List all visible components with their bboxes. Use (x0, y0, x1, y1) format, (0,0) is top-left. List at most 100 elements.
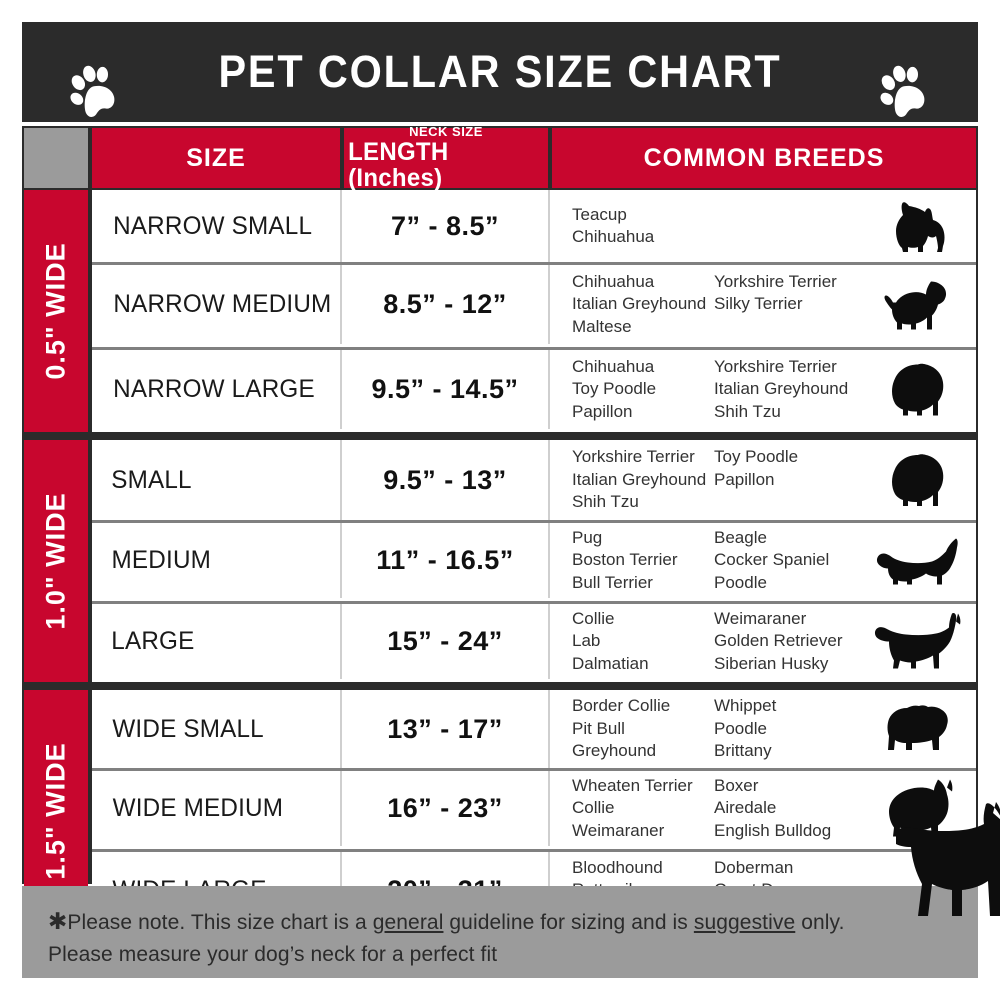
cell-common-breeds: Wheaten Terrier Collie Weimaraner Boxer Aire… (548, 771, 976, 846)
cell-common-breeds: Pug Boston Terrier Bull Terrier Beagle Cocke… (548, 523, 976, 598)
breed-column-2 (714, 204, 864, 249)
size-label: SMALL (111, 465, 192, 494)
breed-column-2: Yorkshire Terrier Silky Terrier (714, 271, 864, 338)
breed-item: Chihuahua (572, 271, 655, 291)
cell-neck-length: 9.5” - 13” (340, 440, 548, 520)
table-row[interactable]: MEDIUM 11” - 16.5” Pug Boston Terrier Bull T… (92, 520, 976, 598)
footer-line-2: Please measure your dog’s neck for a per… (48, 942, 498, 966)
breed-item: Brittany (714, 741, 772, 761)
footer-text-b: guideline for sizing and is (443, 911, 694, 934)
breed-item: Italian Greyhound (714, 379, 849, 399)
cell-neck-length: 7” - 8.5” (340, 190, 548, 262)
column-header-length: NECK SIZE LENGTH (Inches) (344, 123, 548, 191)
size-label: WIDE SMALL (112, 714, 264, 743)
group-label-1: 0.5" WIDE (24, 190, 88, 432)
breed-item: Bloodhound (572, 857, 663, 877)
cell-size: MEDIUM (92, 523, 340, 598)
size-table: SIZE NECK SIZE LENGTH (Inches) COMMON BR… (22, 123, 978, 932)
size-label: NARROW SMALL (113, 211, 313, 240)
breed-item: Maltese (572, 316, 632, 336)
breed-item: Toy Poodle (572, 379, 657, 399)
table-corner-cell (24, 128, 88, 188)
breed-item: Italian Greyhound (572, 294, 707, 314)
column-header-neck-size-sup: NECK SIZE (409, 123, 483, 139)
column-header-size: SIZE (92, 128, 340, 188)
breed-item: Poodle (714, 572, 767, 592)
footer-text-a: Please note. This size chart is a (67, 911, 373, 934)
asterisk-icon: ✱ (48, 908, 68, 934)
breed-item: Pit Bull (572, 718, 625, 738)
breed-item: Beagle (714, 527, 767, 547)
breed-item: Shih Tzu (572, 492, 639, 512)
page-title: PET COLLAR SIZE CHART (218, 46, 782, 97)
breed-column-1: Collie Lab Dalmatian (572, 608, 714, 675)
breed-column-2: Toy Poodle Papillon (714, 446, 864, 513)
breed-item: Shih Tzu (714, 401, 781, 421)
breed-item: Chihuahua (572, 356, 655, 376)
column-header-length-label: LENGTH (Inches) (348, 137, 449, 192)
cell-neck-length: 15” - 24” (340, 604, 548, 679)
cell-neck-length: 13” - 17” (340, 690, 548, 768)
breed-item: Siberian Husky (714, 653, 829, 673)
paw-print-icon (70, 65, 115, 117)
breed-item: Chihuahua (572, 227, 655, 246)
table-row[interactable]: SMALL 9.5” - 13” Yorkshire Terrier Italian … (92, 440, 976, 520)
breed-item: Boston Terrier (572, 550, 678, 570)
group-label-text: 0.5" WIDE (40, 242, 71, 380)
breed-item: Airedale (714, 798, 777, 818)
cell-neck-length: 8.5” - 12” (340, 265, 548, 344)
cell-common-breeds: Yorkshire Terrier Italian Greyhound Shih T… (548, 440, 976, 520)
breed-item: Dalmatian (572, 653, 649, 673)
breed-column-2: Beagle Cocker Spaniel Poodle (714, 527, 864, 594)
breed-item: Papillon (572, 401, 633, 421)
cell-common-breeds: Chihuahua Toy Poodle Papillon Yorkshire Ter… (548, 350, 976, 429)
breed-item: Yorkshire Terrier (714, 271, 837, 291)
cell-size: NARROW MEDIUM (92, 265, 340, 344)
breed-item: Italian Greyhound (572, 469, 707, 489)
breed-column-2: Yorkshire Terrier Italian Greyhound Shih T… (714, 356, 864, 423)
table-row[interactable]: NARROW MEDIUM 8.5” - 12” Chihuahua Italian … (92, 262, 976, 344)
breed-item: Papillon (714, 469, 775, 489)
size-label: MEDIUM (111, 546, 212, 574)
breed-column-1: Chihuahua Italian Greyhound Maltese (572, 271, 714, 338)
table-row[interactable]: WIDE SMALL 13” - 17” Border Collie Pit Bull… (92, 690, 976, 768)
breed-item: Pug (572, 527, 603, 547)
breed-item: Cocker Spaniel (714, 550, 830, 570)
breed-item: Wheaten Terrier (572, 775, 693, 795)
breed-item: Collie (572, 798, 615, 818)
paw-print-icon (880, 65, 925, 117)
cell-size: LARGE (92, 604, 340, 679)
column-header-breeds-label: COMMON BREEDS (643, 143, 885, 172)
cell-common-breeds: Teacup Chihuahua (548, 190, 976, 262)
table-row[interactable]: WIDE MEDIUM 16” - 23” Wheaten Terrier Colli… (92, 768, 976, 846)
cell-common-breeds: Chihuahua Italian Greyhound Maltese Yorkshi… (548, 265, 976, 344)
group-separator (22, 682, 978, 690)
group-label-text: 1.0" WIDE (40, 492, 71, 630)
breed-item: Yorkshire Terrier (572, 447, 695, 467)
table-row[interactable]: LARGE 15” - 24” Collie Lab Dalmatian Weimaran… (92, 601, 976, 679)
cell-size: WIDE SMALL (92, 690, 340, 768)
cell-neck-length: 9.5” - 14.5” (340, 350, 548, 429)
footer-note: ✱Please note. This size chart is a gener… (22, 886, 978, 978)
cell-common-breeds: Border Collie Pit Bull Greyhound Whippet Poo… (548, 690, 976, 768)
cell-neck-length: 16” - 23” (340, 771, 548, 846)
breed-item: Whippet (714, 696, 777, 716)
breed-column-2: Boxer Airedale English Bulldog (714, 775, 864, 842)
footer-underline-suggestive: suggestive (693, 911, 796, 934)
breed-column-2: Weimaraner Golden Retriever Siberian Husky (714, 608, 864, 675)
size-label: NARROW MEDIUM (113, 290, 332, 318)
breed-item: Collie (572, 608, 615, 628)
breed-item: Border Collie (572, 696, 671, 716)
breed-item: Golden Retriever (714, 631, 843, 651)
breed-item: Doberman (714, 857, 794, 877)
group-body-2: SMALL 9.5” - 13” Yorkshire Terrier Italian … (92, 440, 976, 682)
breed-item: Weimaraner (714, 608, 807, 628)
footer-underline-general: general (372, 911, 444, 934)
breed-column-1: Chihuahua Toy Poodle Papillon (572, 356, 714, 423)
group-separator (22, 432, 978, 440)
table-row[interactable]: NARROW LARGE 9.5” - 14.5” Chihuahua Toy Poo… (92, 347, 976, 429)
chart-header-banner: PET COLLAR SIZE CHART (22, 22, 978, 122)
table-row[interactable]: NARROW SMALL 7” - 8.5” Teacup Chihuahua (92, 190, 976, 262)
breed-column-1: Border Collie Pit Bull Greyhound (572, 695, 714, 762)
breed-item: Yorkshire Terrier (714, 356, 837, 376)
